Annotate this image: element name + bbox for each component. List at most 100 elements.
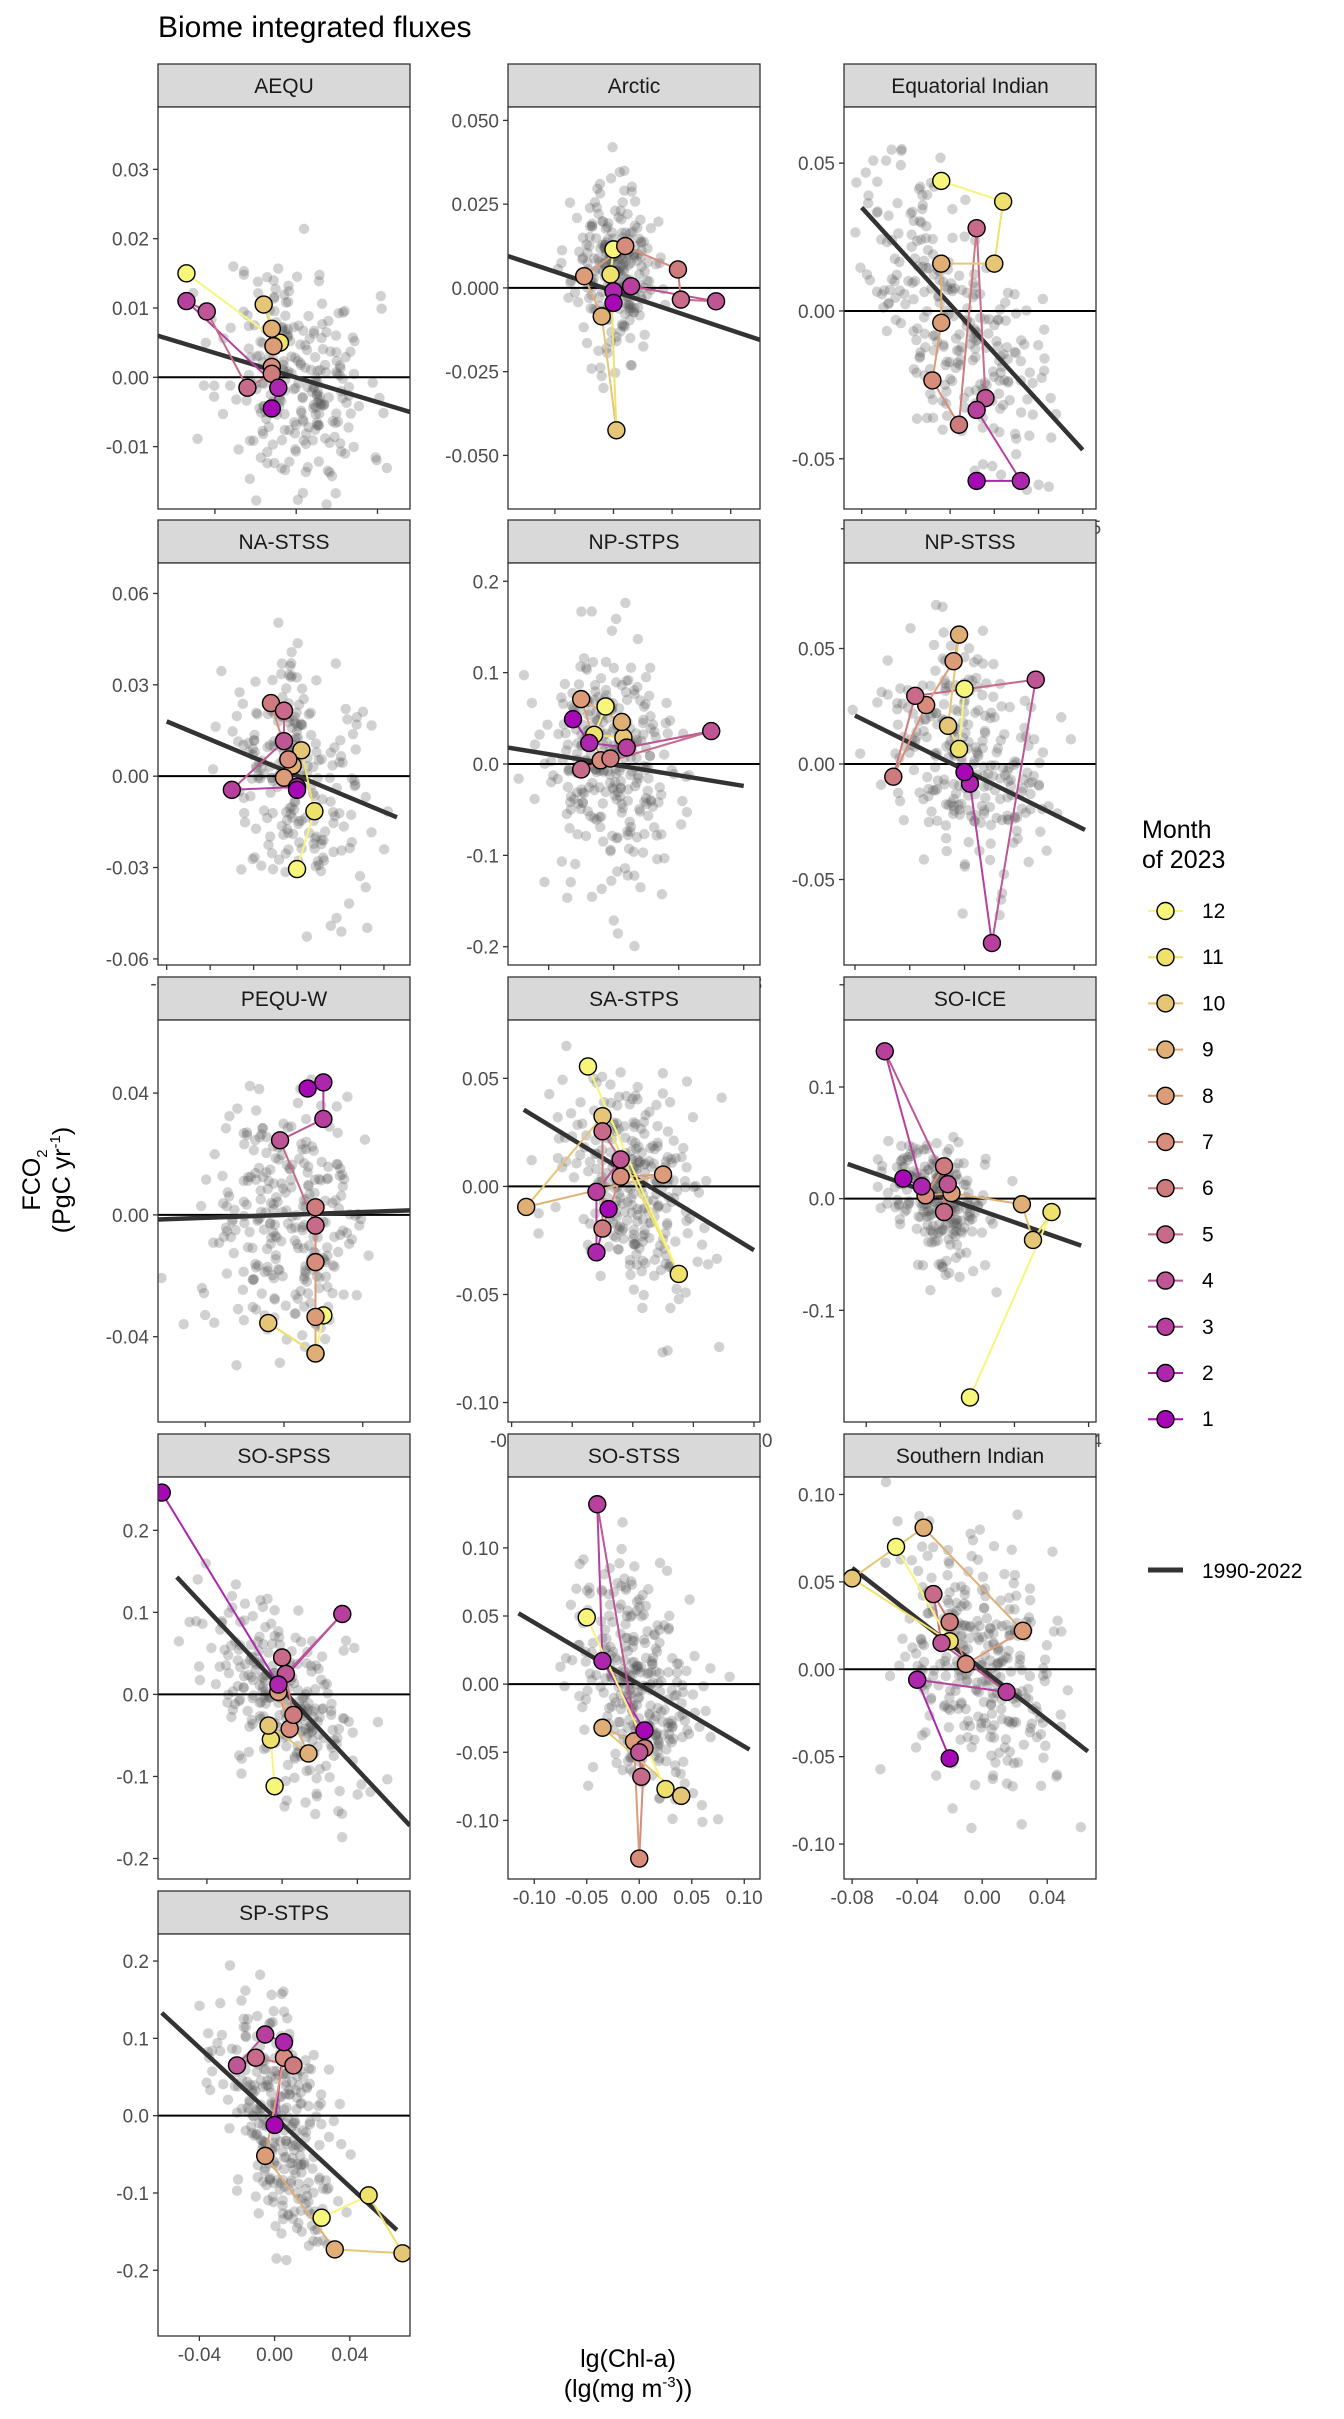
historical-point [612, 1577, 623, 1589]
historical-point [589, 784, 600, 796]
historical-point [606, 830, 618, 842]
historical-point [911, 334, 922, 346]
historical-point [935, 1226, 947, 1237]
historical-point [295, 405, 307, 416]
historical-point [292, 1293, 304, 1304]
month-point-12 [578, 1057, 598, 1076]
historical-point [622, 826, 633, 837]
historical-point [643, 810, 654, 821]
historical-point [296, 407, 307, 419]
historical-point [256, 1671, 267, 1683]
historical-point [660, 1258, 671, 1270]
historical-point [999, 1742, 1011, 1753]
historical-point [654, 1637, 665, 1648]
historical-point [286, 722, 298, 734]
historical-point [267, 439, 279, 450]
historical-point [908, 294, 919, 305]
historical-point [300, 466, 312, 478]
historical-point [642, 785, 653, 797]
historical-point [313, 2100, 324, 2112]
historical-point [603, 1702, 615, 1714]
historical-point [605, 173, 617, 184]
historical-point [662, 728, 673, 739]
historical-point [1009, 428, 1021, 440]
facet-strip-label: NA-STSS [238, 531, 329, 554]
historical-point [975, 379, 986, 390]
historical-point [620, 1632, 631, 1644]
historical-point [257, 1171, 269, 1183]
historical-point [1035, 1780, 1047, 1792]
historical-point [310, 1660, 322, 1671]
historical-point [666, 1685, 677, 1696]
historical-point [633, 1693, 644, 1704]
historical-point [639, 1637, 651, 1649]
historical-point [645, 723, 656, 734]
historical-point [993, 1642, 1004, 1654]
historical-point [668, 1733, 679, 1744]
historical-point [649, 1143, 660, 1155]
historical-point [638, 341, 649, 352]
historical-point [581, 239, 592, 250]
historical-point [325, 920, 337, 931]
historical-point [666, 1715, 677, 1727]
historical-point [980, 792, 991, 804]
y-tick-label: 0.04 [112, 1084, 149, 1105]
historical-point [250, 823, 262, 834]
historical-point [582, 1780, 594, 1791]
historical-point [275, 2136, 286, 2147]
historical-point [966, 1822, 977, 1834]
month-point-11 [1042, 1202, 1061, 1222]
historical-point [293, 816, 305, 827]
historical-point [231, 2044, 242, 2055]
month-point-10 [938, 716, 958, 736]
historical-point [652, 1702, 663, 1714]
historical-point [284, 803, 295, 814]
historical-point [1008, 1578, 1019, 1589]
historical-point [633, 1691, 645, 1703]
historical-point [1003, 1715, 1014, 1727]
month-point-2 [269, 1675, 288, 1694]
historical-point [276, 2228, 287, 2239]
historical-point [248, 1690, 259, 1701]
historical-point [663, 1624, 674, 1635]
historical-point [949, 283, 960, 294]
historical-point [301, 1765, 312, 1777]
historical-point [277, 2146, 289, 2157]
historical-point [590, 686, 601, 697]
month-point-8 [255, 2146, 275, 2166]
historical-point [294, 837, 305, 848]
historical-point [315, 1100, 327, 1111]
historical-point [622, 1645, 634, 1657]
historical-point [301, 1732, 312, 1743]
x-axis-label-units: (lg(mg m-3)) [564, 2374, 693, 2403]
historical-point [565, 791, 577, 802]
month-path-segment [947, 634, 961, 726]
month-path-segment [922, 1526, 1024, 1632]
historical-point [1008, 837, 1019, 848]
historical-point [884, 284, 896, 296]
historical-point [943, 1267, 955, 1279]
historical-point [913, 183, 925, 195]
historical-point [341, 1227, 353, 1238]
historical-point [317, 794, 328, 805]
historical-point [863, 190, 874, 201]
month-point-9 [949, 625, 969, 644]
historical-point [633, 233, 645, 244]
historical-point [329, 1231, 340, 1243]
historical-point [252, 276, 264, 287]
historical-point [987, 1218, 999, 1229]
historical-point [1008, 1758, 1020, 1769]
historical-point [910, 1742, 922, 1753]
historical-point [1062, 1685, 1074, 1696]
historical-point [895, 317, 907, 329]
historical-point [596, 883, 607, 895]
historical-point [337, 1712, 349, 1724]
historical-point [1041, 1668, 1053, 1679]
historical-point [607, 782, 618, 793]
historical-point [335, 1190, 347, 1201]
month-point-10 [985, 254, 1004, 273]
month-path-segment [231, 740, 285, 791]
historical-point [705, 1663, 716, 1674]
historical-point [632, 681, 643, 693]
historical-point [906, 1555, 918, 1566]
